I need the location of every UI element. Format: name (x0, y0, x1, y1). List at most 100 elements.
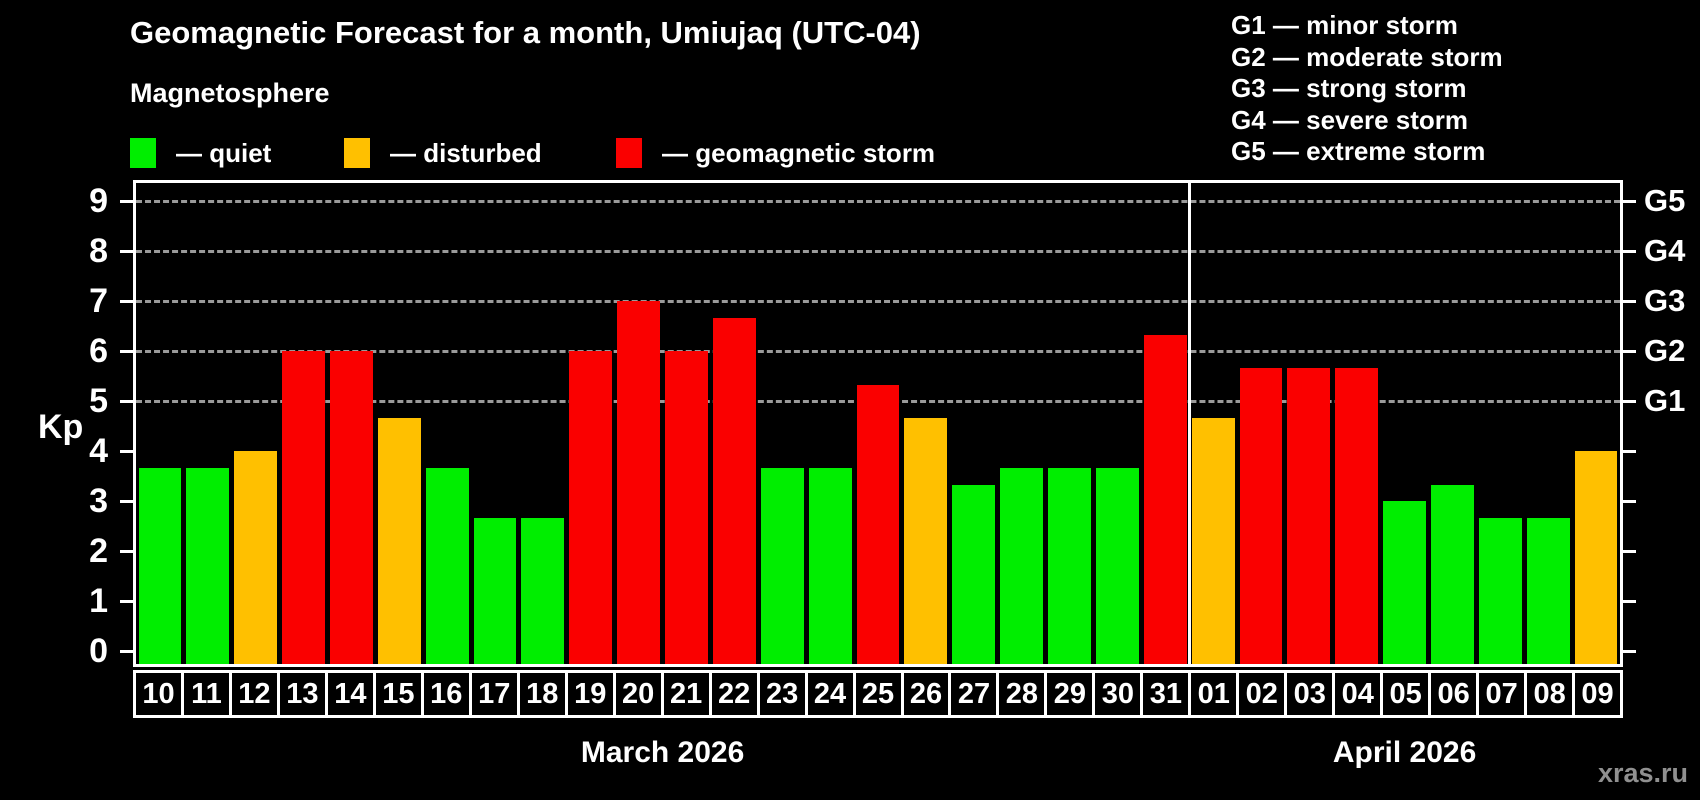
storm-scale-g4: G4 — severe storm (1231, 104, 1469, 135)
y-axis-title: Kp (38, 408, 84, 446)
storm-scale-g2: G2 — moderate storm (1231, 41, 1503, 72)
gridline-kp6 (136, 350, 1620, 353)
y-axis-tick-right-7 (1623, 299, 1636, 303)
kp-bar-03 (1287, 367, 1331, 664)
day-label-13: 13 (276, 670, 328, 718)
storm-scale-g3: G3 — strong storm (1231, 73, 1467, 103)
day-label-14: 14 (324, 670, 376, 718)
y-axis-tick-left-1 (120, 599, 133, 603)
y-tick-label-1: 1 (89, 582, 108, 620)
kp-bar-24 (808, 467, 852, 664)
y-axis-tick-left-7 (120, 299, 133, 303)
day-label-04: 04 (1332, 670, 1384, 718)
y-axis-tick-right-6 (1623, 349, 1636, 353)
gridline-kp7 (136, 300, 1620, 303)
kp-bar-07 (1478, 517, 1522, 664)
y-axis-tick-right-5 (1623, 399, 1636, 403)
y-tick-label-8: 8 (89, 232, 108, 270)
kp-bar-25 (856, 384, 900, 664)
kp-bar-20 (617, 301, 661, 664)
kp-bar-06 (1431, 484, 1474, 664)
y-axis-tick-right-3 (1623, 499, 1636, 503)
legend-item-quiet: — quiet (130, 137, 271, 169)
day-label-18: 18 (516, 670, 568, 718)
y-axis-tick-left-8 (120, 249, 133, 253)
day-label-05: 05 (1380, 670, 1432, 718)
y-tick-label-5: 5 (89, 382, 108, 420)
day-label-26: 26 (900, 670, 952, 718)
day-label-07: 07 (1476, 670, 1528, 718)
day-label-20: 20 (612, 670, 664, 718)
day-label-02: 02 (1236, 670, 1288, 718)
kp-bar-02 (1239, 367, 1283, 664)
day-label-15: 15 (372, 670, 424, 718)
kp-bar-26 (904, 417, 948, 664)
y-tick-label-3: 3 (89, 482, 108, 520)
kp-bar-17 (473, 517, 517, 664)
y-axis-tick-left-9 (120, 199, 133, 203)
day-label-24: 24 (804, 670, 856, 718)
day-label-22: 22 (708, 670, 760, 718)
kp-bar-30 (1095, 467, 1139, 664)
month-label-march: March 2026 (580, 736, 745, 769)
storm-scale-g5: G5 — extreme storm (1231, 136, 1486, 166)
y-tick-label-9: 9 (89, 182, 108, 220)
kp-bar-21 (665, 351, 708, 664)
kp-bar-04 (1335, 367, 1379, 664)
y-axis-tick-left-2 (120, 549, 133, 553)
kp-bar-05 (1383, 501, 1426, 664)
disturbed-color-swatch (344, 138, 370, 168)
kp-bar-22 (712, 317, 756, 664)
legend-label-storm: — geomagnetic storm (662, 137, 936, 168)
quiet-color-swatch (130, 138, 156, 168)
day-label-19: 19 (564, 670, 616, 718)
legend-label-disturbed: — disturbed (390, 137, 542, 168)
day-label-31: 31 (1140, 670, 1192, 718)
y-axis-tick-right-1 (1623, 599, 1636, 603)
day-label-11: 11 (180, 670, 232, 718)
g-scale-label-g1: G1 (1644, 383, 1686, 418)
y-tick-label-0: 0 (89, 632, 108, 670)
watermark: xras.ru (1597, 758, 1688, 788)
y-axis-tick-left-3 (120, 499, 133, 503)
day-label-08: 08 (1524, 670, 1576, 718)
gridline-kp8 (136, 250, 1620, 253)
day-label-21: 21 (660, 670, 712, 718)
day-label-27: 27 (948, 670, 1000, 718)
day-label-23: 23 (756, 670, 808, 718)
kp-bar-11 (186, 467, 230, 664)
kp-bar-12 (234, 451, 278, 664)
kp-bar-27 (952, 484, 996, 664)
chart-subtitle: Magnetosphere (130, 78, 330, 108)
day-label-01: 01 (1188, 670, 1240, 718)
day-label-03: 03 (1284, 670, 1336, 718)
kp-bar-28 (1000, 467, 1044, 664)
day-label-28: 28 (996, 670, 1048, 718)
storm-scale-g1: G1 — minor storm (1231, 10, 1458, 40)
kp-bar-13 (282, 351, 325, 664)
day-label-09: 09 (1572, 670, 1624, 718)
legend-item-disturbed: — disturbed (344, 137, 542, 169)
month-separator-line (1187, 183, 1191, 664)
y-tick-label-6: 6 (89, 332, 108, 370)
y-axis-tick-left-4 (120, 449, 133, 453)
y-axis-tick-right-4 (1623, 449, 1636, 453)
x-axis-day-row: 10 11 12 13 14 15 16 17 18 19 20 21 22 23 24 25 26 27 28 29… (133, 670, 1624, 718)
kp-bar-14 (329, 351, 373, 664)
plot-area (133, 180, 1623, 667)
day-label-16: 16 (420, 670, 472, 718)
y-tick-label-2: 2 (89, 532, 108, 570)
y-axis-tick-right-8 (1623, 249, 1636, 253)
g-scale-label-g4: G4 (1644, 233, 1686, 268)
y-tick-label-7: 7 (89, 282, 108, 320)
g-scale-label-g5: G5 (1644, 183, 1686, 218)
y-axis-tick-left-5 (120, 399, 133, 403)
day-label-29: 29 (1044, 670, 1096, 718)
y-axis-tick-left-0 (120, 649, 133, 653)
legend-label-quiet: — quiet (176, 137, 272, 168)
kp-bar-29 (1048, 467, 1091, 664)
day-label-30: 30 (1092, 670, 1144, 718)
kp-bar-08 (1526, 517, 1570, 664)
g-scale-label-g2: G2 (1644, 333, 1686, 368)
